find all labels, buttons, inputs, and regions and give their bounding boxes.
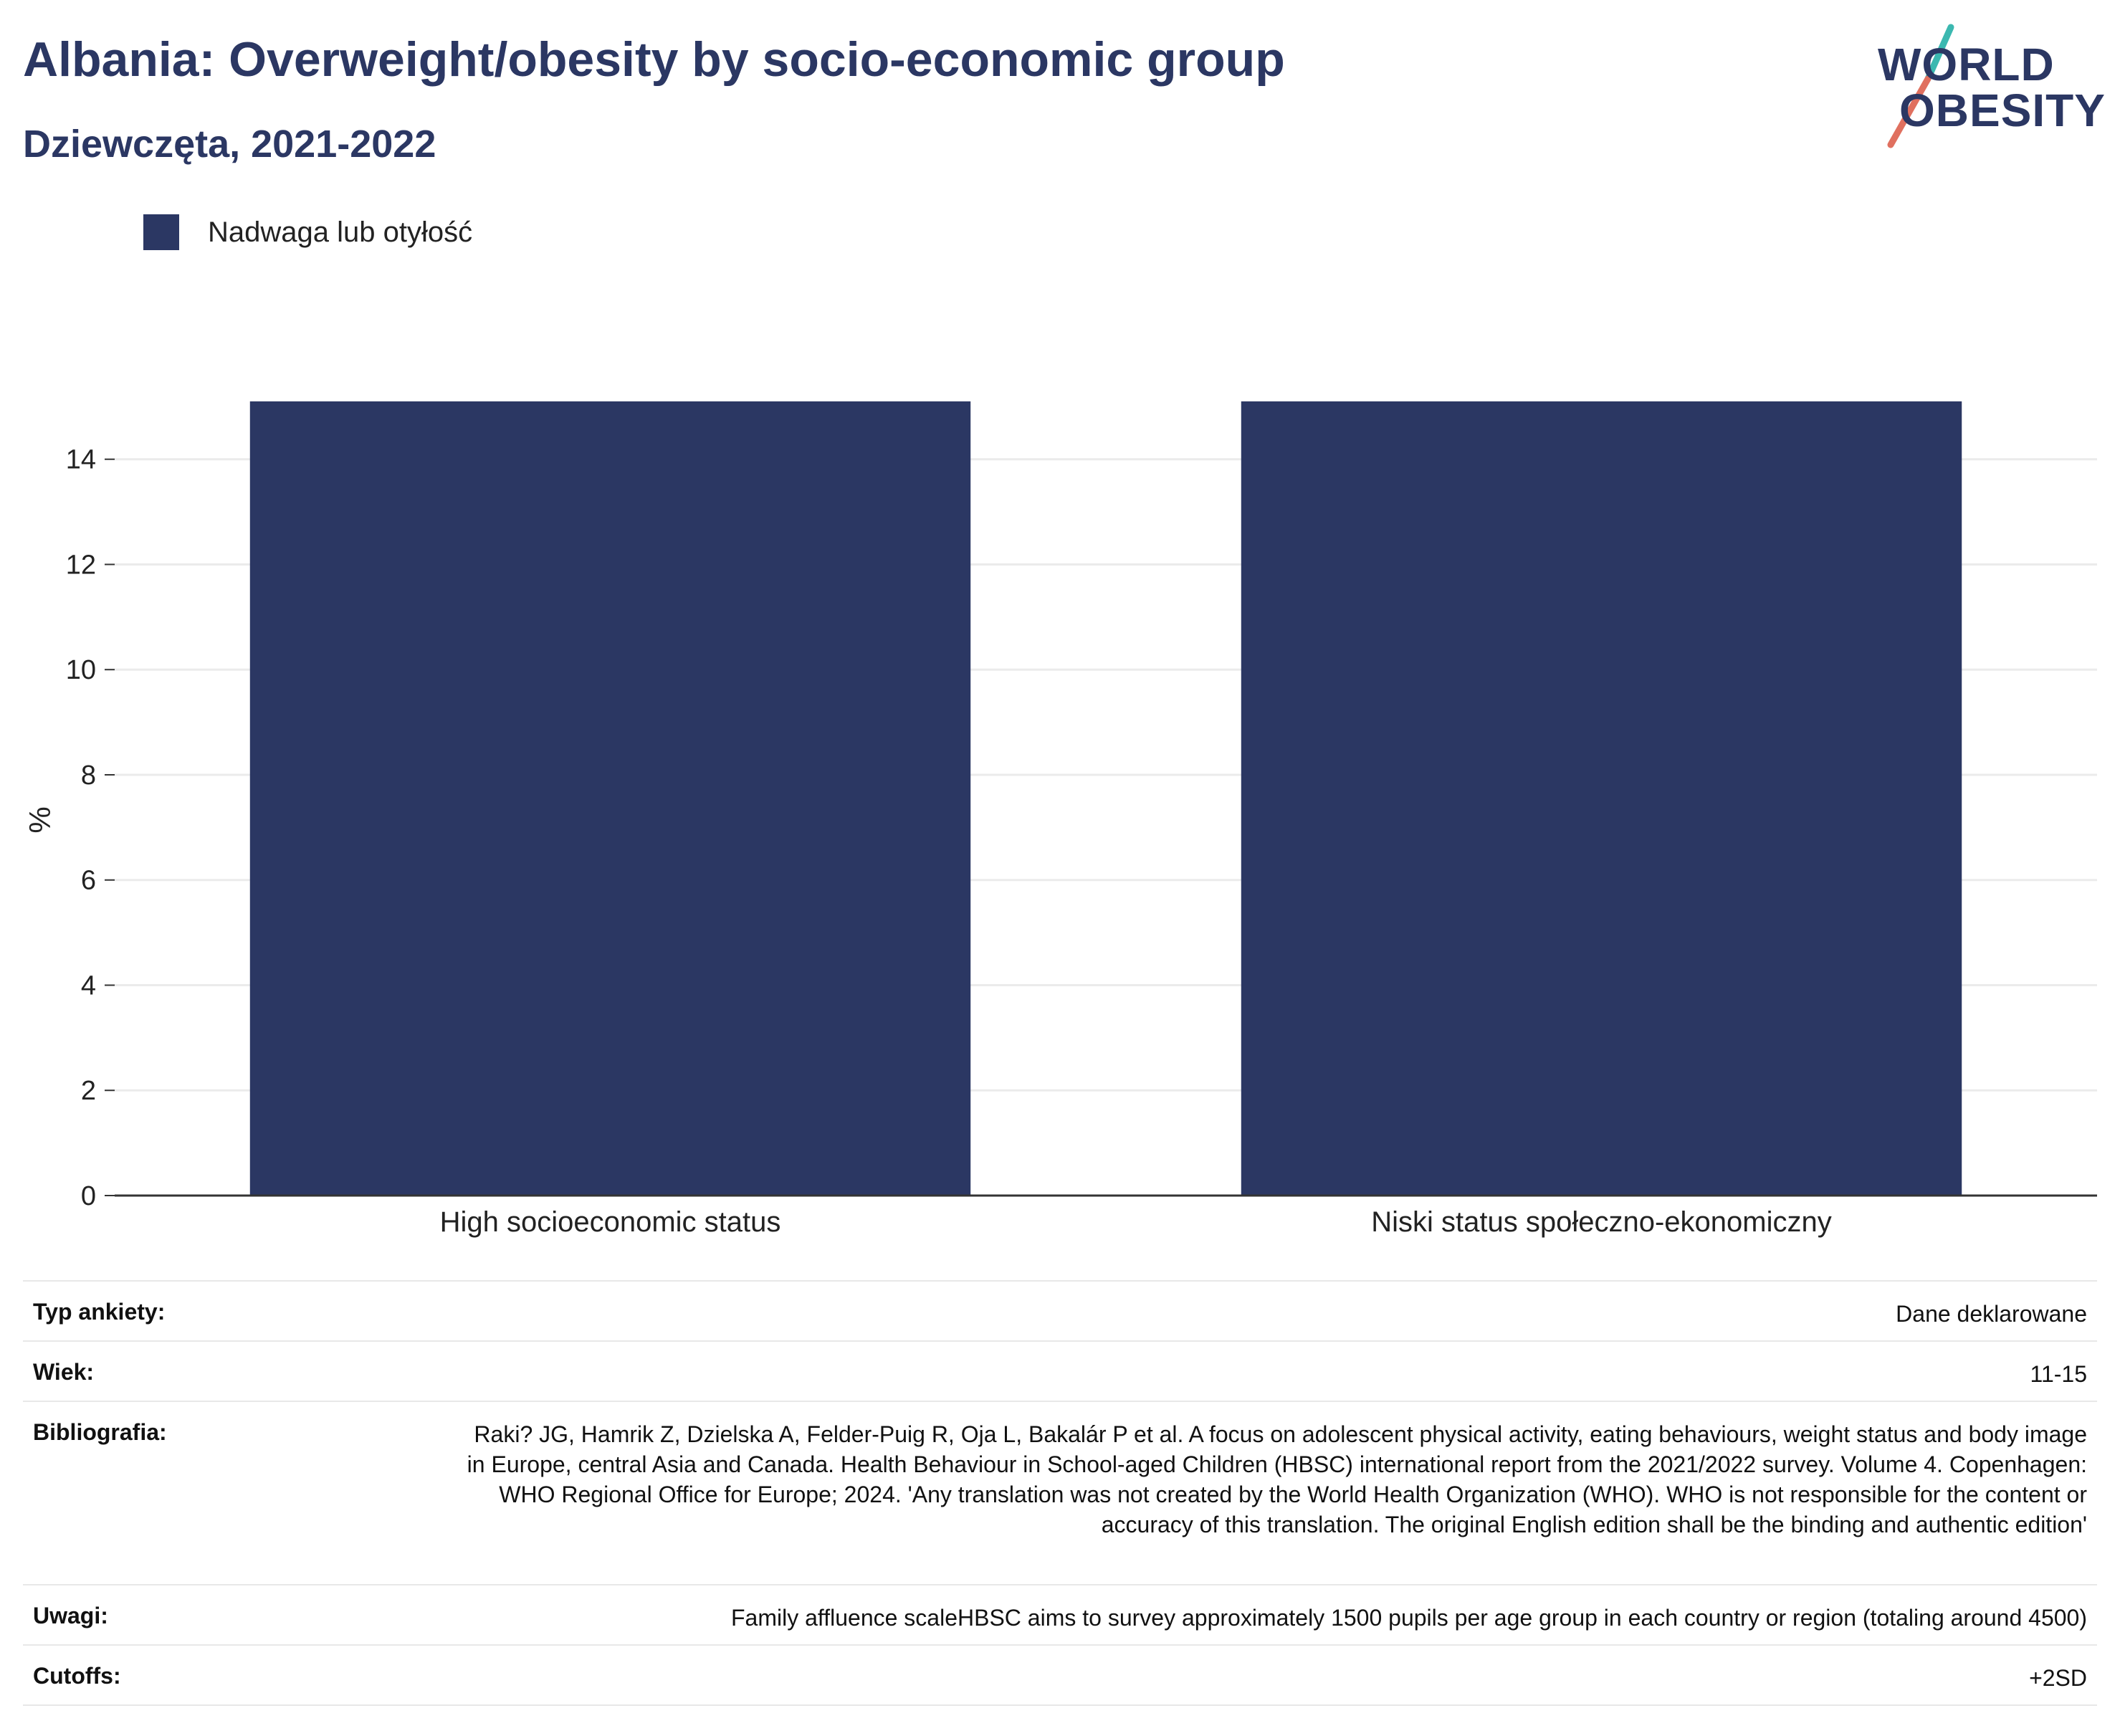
y-tick-label: 14 <box>66 445 96 475</box>
logo-text-obesity: OBESITY <box>1899 85 2106 136</box>
bar <box>249 401 971 1196</box>
meta-value: 11-15 <box>444 1340 2097 1402</box>
chart-subtitle: Dziewczęta, 2021-2022 <box>23 123 436 166</box>
y-tick-label: 6 <box>81 866 96 896</box>
bar-chart: 0 2 4 6 8 10 12 14% High socioeconomic status Nis… <box>23 401 2097 1238</box>
meta-key: Bibliografia: <box>23 1401 444 1585</box>
metadata-table: Typ ankiety: Dane deklarowane Wiek: 11-1… <box>23 1280 2097 1706</box>
meta-key: Cutoffs: <box>23 1644 444 1706</box>
meta-value: Raki? JG, Hamrik Z, Dzielska A, Felder-P… <box>444 1401 2097 1585</box>
world-obesity-logo: WORLD OBESITY <box>1863 22 2107 151</box>
x-tick-label: Niski status społeczno-ekonomiczny <box>1371 1206 1831 1238</box>
y-tick-label: 0 <box>81 1181 96 1211</box>
legend-label: Nadwaga lub otyłość <box>208 216 473 248</box>
logo-slash-icon <box>1887 24 1954 148</box>
y-tick-label: 8 <box>81 760 96 791</box>
legend-swatch <box>143 214 179 250</box>
y-tick-label: 4 <box>81 970 96 1001</box>
meta-value: Dane deklarowane <box>444 1280 2097 1342</box>
meta-row-survey-type: Typ ankiety: Dane deklarowane <box>23 1280 2097 1342</box>
x-tick-label: High socioeconomic status <box>440 1206 781 1238</box>
meta-key: Typ ankiety: <box>23 1280 444 1342</box>
meta-row-bibliography: Bibliografia: Raki? JG, Hamrik Z, Dziels… <box>23 1401 2097 1585</box>
y-tick-label: 12 <box>66 550 96 580</box>
meta-row-notes: Uwagi: Family affluence scaleHBSC aims t… <box>23 1584 2097 1646</box>
chart-title: Albania: Overweight/obesity by socio-eco… <box>23 32 1285 87</box>
y-axis-label: % <box>23 806 57 833</box>
logo-text-world: WORLD <box>1878 39 2055 90</box>
meta-key: Uwagi: <box>23 1584 444 1646</box>
bar <box>1241 401 1962 1196</box>
meta-row-age: Wiek: 11-15 <box>23 1340 2097 1402</box>
meta-row-cutoffs: Cutoffs: +2SD <box>23 1644 2097 1706</box>
y-tick-label: 2 <box>81 1076 96 1106</box>
chart-legend: Nadwaga lub otyłość <box>143 214 472 251</box>
meta-value: +2SD <box>444 1644 2097 1706</box>
meta-value: Family affluence scaleHBSC aims to surve… <box>444 1584 2097 1646</box>
meta-key: Wiek: <box>23 1340 444 1402</box>
y-tick-label: 10 <box>66 655 96 685</box>
